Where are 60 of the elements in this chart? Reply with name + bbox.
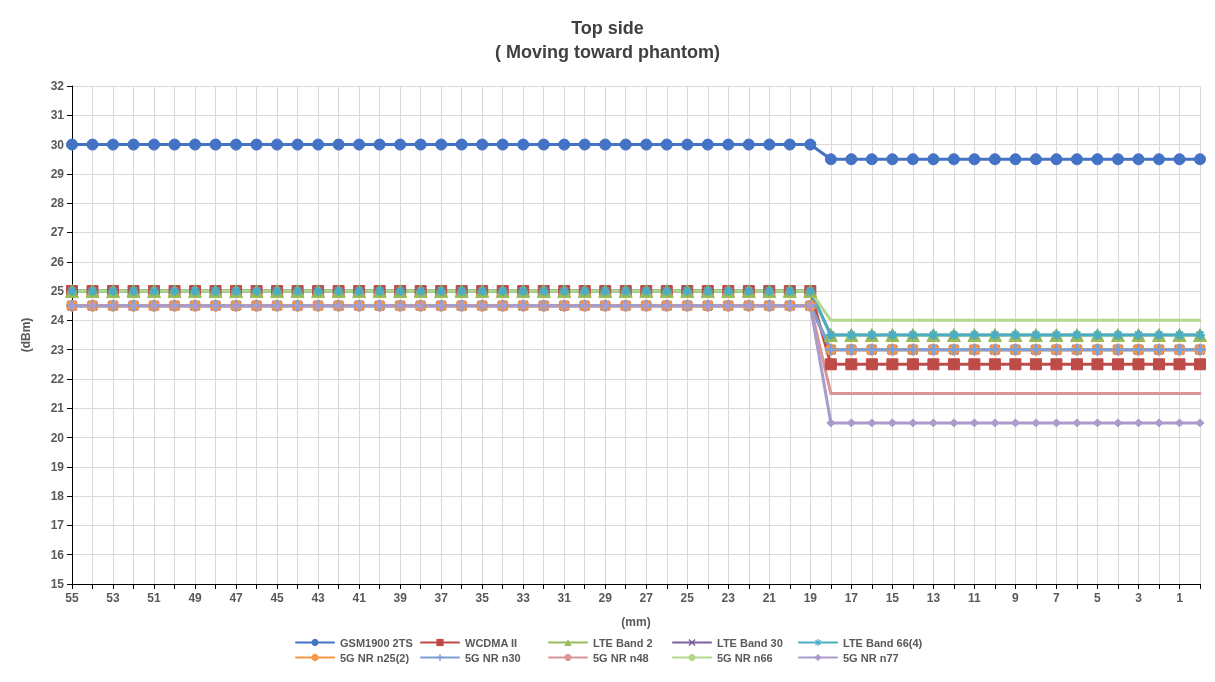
chart-title: Top side: [571, 18, 644, 38]
x-tick-label: 29: [598, 591, 613, 605]
x-tick-label: 3: [1135, 591, 1143, 605]
x-axis-title: (mm): [621, 615, 651, 629]
x-tick-label: 37: [434, 591, 449, 605]
y-tick-label: 28: [50, 196, 65, 211]
chart-subtitle: ( Moving toward phantom): [495, 42, 720, 62]
x-tick-label: 31: [557, 591, 572, 605]
legend-label: LTE Band 30: [717, 636, 783, 649]
x-tick-label: 43: [311, 591, 326, 605]
x-tick-label: 11: [968, 591, 982, 605]
legend-label: 5G NR n30: [465, 651, 521, 664]
x-tick-label: 41: [352, 591, 367, 605]
y-tick-label: 27: [50, 225, 65, 240]
x-tick-label: 49: [188, 591, 203, 605]
legend-label: LTE Band 66(4): [843, 636, 923, 649]
y-tick-label: 20: [50, 430, 65, 445]
y-tick-label: 31: [50, 108, 65, 123]
legend-label: LTE Band 2: [593, 636, 653, 649]
y-tick-label: 19: [50, 459, 65, 474]
y-tick-label: 17: [50, 518, 65, 533]
y-tick-label: 25: [50, 284, 65, 299]
legend-label: GSM1900 2TS: [340, 636, 413, 649]
x-tick-label: 25: [680, 591, 695, 605]
legend-label: 5G NR n66: [717, 651, 773, 664]
x-tick-label: 5: [1094, 591, 1102, 605]
x-tick-label: 47: [229, 591, 244, 605]
x-tick-label: 27: [639, 591, 654, 605]
x-tick-label: 39: [393, 591, 408, 605]
x-tick-label: 1: [1176, 591, 1184, 605]
y-tick-label: 24: [50, 313, 65, 328]
x-tick-label: 21: [762, 591, 777, 605]
x-tick-label: 45: [270, 591, 285, 605]
x-tick-label: 55: [65, 591, 79, 605]
x-tick-label: 17: [844, 591, 859, 605]
x-tick-label: 33: [516, 591, 531, 605]
x-tick-label: 13: [926, 591, 941, 605]
y-tick-label: 15: [50, 577, 65, 591]
y-tick-label: 18: [50, 489, 65, 504]
x-tick-label: 35: [475, 591, 490, 605]
legend-label: WCDMA II: [465, 636, 518, 649]
y-tick-label: 30: [50, 137, 65, 152]
legend-label: 5G NR n48: [593, 651, 649, 664]
y-tick-label: 22: [50, 371, 65, 386]
x-tick-label: 15: [885, 591, 900, 605]
x-tick-label: 19: [803, 591, 818, 605]
x-tick-label: 53: [106, 591, 121, 605]
y-tick-label: 23: [50, 342, 65, 357]
y-tick-label: 16: [50, 547, 65, 562]
x-tick-label: 23: [721, 591, 736, 605]
legend-label: 5G NR n77: [843, 651, 899, 664]
legend-label: 5G NR n25(2): [340, 651, 410, 664]
y-tick-label: 29: [50, 166, 65, 181]
x-tick-label: 7: [1053, 591, 1061, 605]
x-tick-label: 51: [147, 591, 162, 605]
y-axis-title: (dBm): [19, 317, 33, 353]
y-tick-label: 21: [50, 401, 65, 416]
x-tick-label: 9: [1012, 591, 1020, 605]
y-tick-label: 32: [50, 79, 65, 93]
y-tick-label: 26: [50, 254, 65, 269]
